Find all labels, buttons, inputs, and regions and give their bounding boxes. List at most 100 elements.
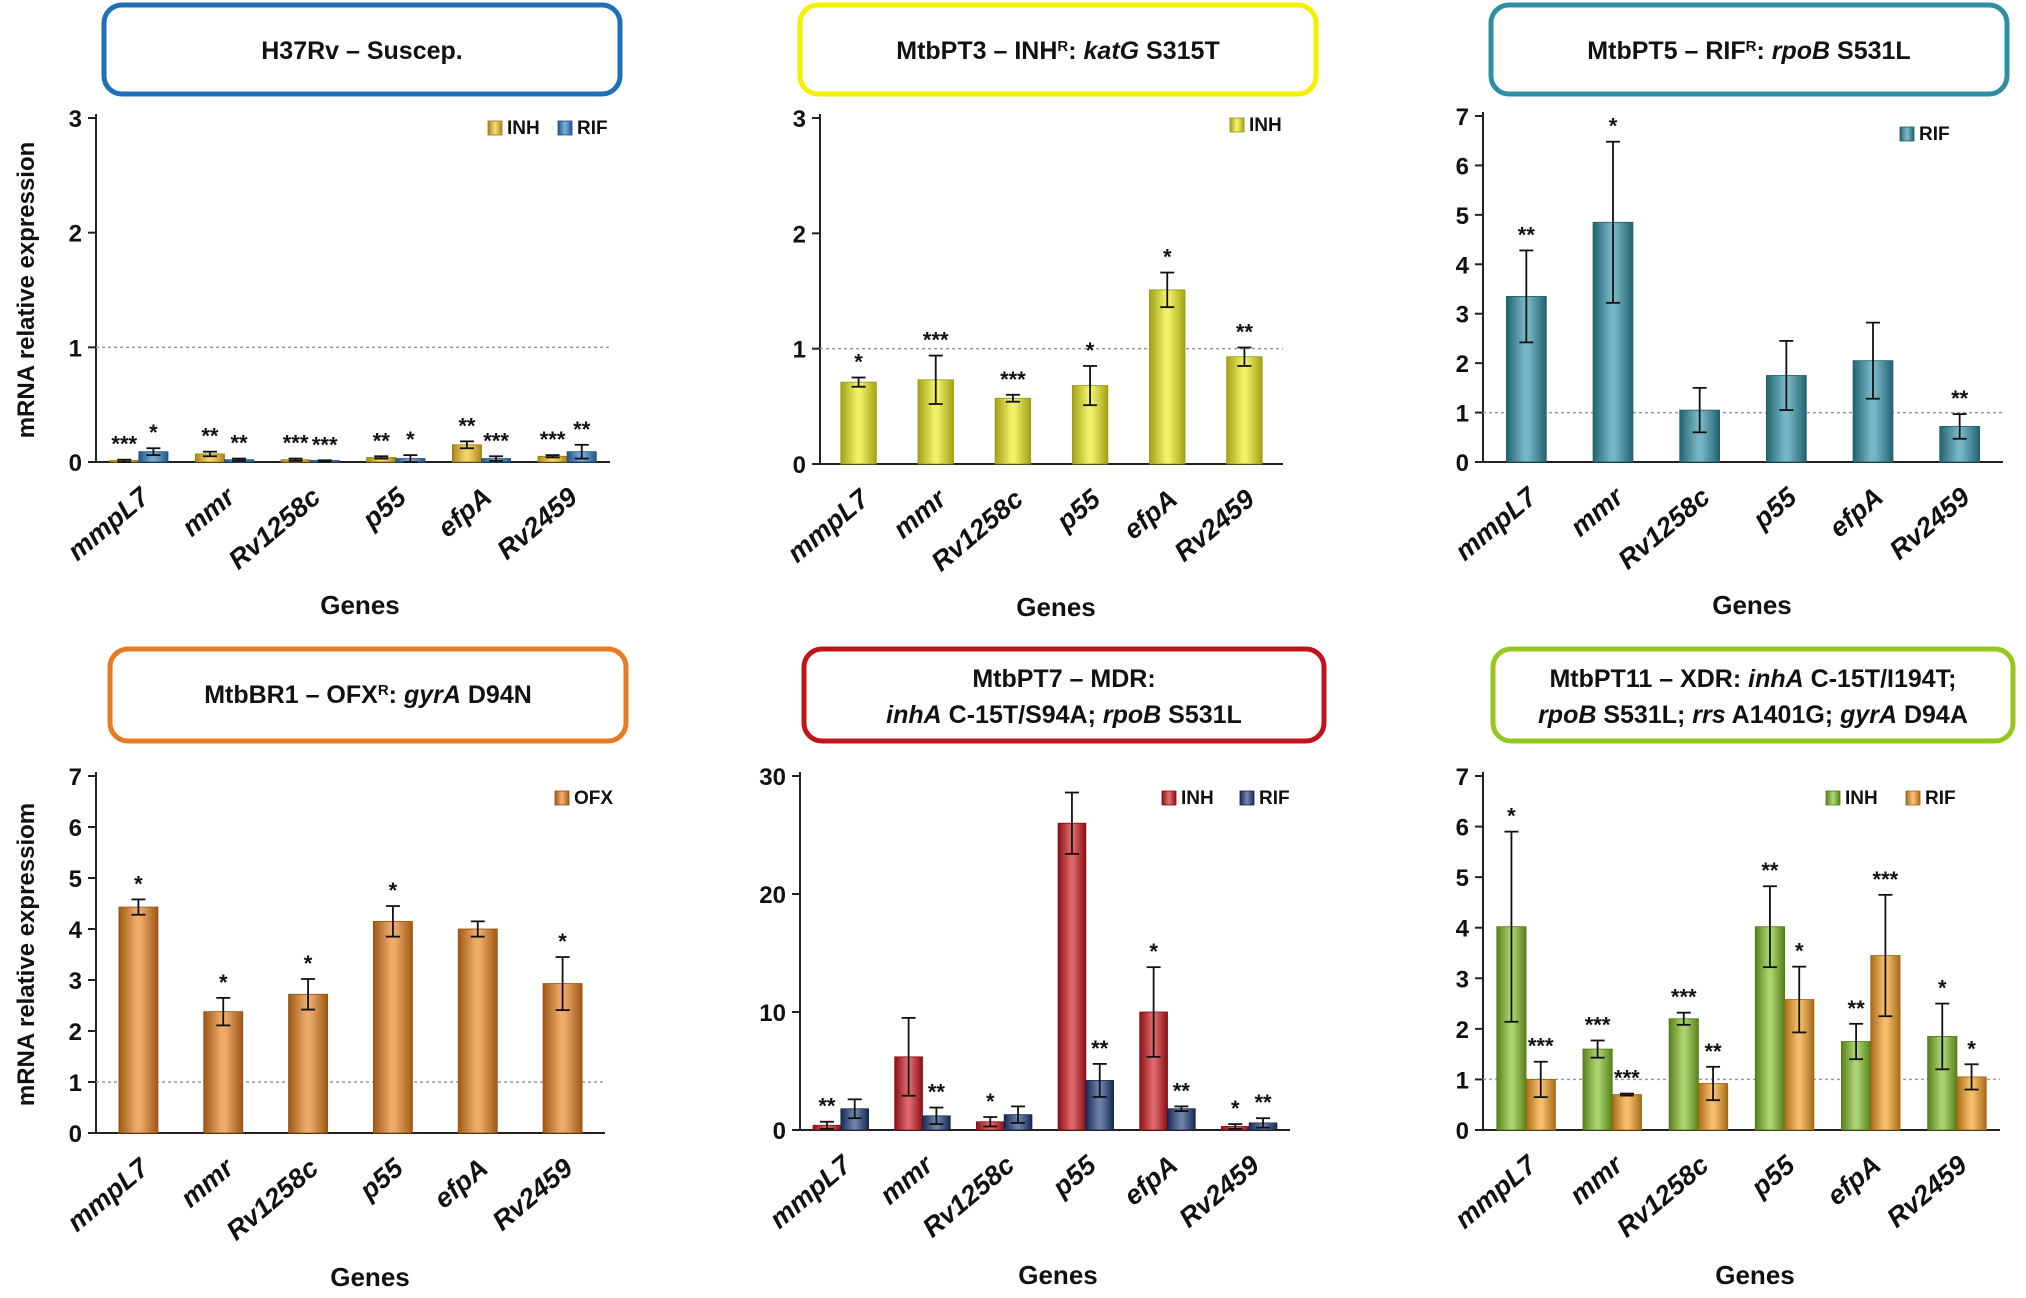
significance-label: ** xyxy=(231,431,249,456)
y-tick-label: 6 xyxy=(1456,815,1469,842)
panel-title-box xyxy=(107,646,629,744)
bar-ofx-mmr xyxy=(203,1011,244,1134)
significance-label: * xyxy=(986,1089,995,1114)
significance-label: * xyxy=(1938,976,1947,1001)
y-tick-label: 30 xyxy=(759,764,786,791)
panel-title: MtbPT3 – INHR: katG S315T xyxy=(896,37,1219,65)
x-tick-label: mmr xyxy=(1564,1149,1629,1211)
x-tick-label: p55 xyxy=(1050,483,1106,537)
legend-label-rif: RIF xyxy=(1919,124,1950,145)
x-tick-label: p55 xyxy=(1046,1149,1102,1203)
x-tick-label: p55 xyxy=(356,481,412,535)
x-tick-label: Rv1258c xyxy=(223,482,326,575)
significance-label: *** xyxy=(1873,867,1899,892)
x-tick-label: Rv2459 xyxy=(1881,1150,1973,1234)
x-tick-label: efpA xyxy=(432,482,497,544)
y-tick-label: 5 xyxy=(1456,203,1469,230)
y-tick-label: 0 xyxy=(69,1121,82,1148)
y-tick-label: 5 xyxy=(69,866,82,893)
significance-label: * xyxy=(1231,1096,1240,1121)
x-tick-label: efpA xyxy=(1821,1150,1886,1212)
panel-title: MtbPT7 – MDR: inhA C-15T/S94A; rpoB S531L xyxy=(886,665,1242,729)
significance-label: *** xyxy=(483,428,509,453)
y-tick-label: 4 xyxy=(1456,252,1470,279)
panel-title: MtbPT5 – RIFR: rpoB S531L xyxy=(1587,37,1910,65)
panel-title: MtbPT11 – XDR: inhA C-15T/I194T; rpoB S53… xyxy=(1538,665,1968,729)
y-tick-label: 2 xyxy=(1456,351,1469,378)
significance-label: *** xyxy=(1528,1034,1554,1059)
significance-label: ** xyxy=(1091,1036,1109,1061)
bar-rif-mmr xyxy=(1611,1094,1642,1131)
panel-title: MtbBR1 – OFXR: gyrA D94N xyxy=(204,681,532,709)
significance-label: ** xyxy=(1236,320,1254,345)
legend-swatch-rif xyxy=(1899,126,1915,142)
legend-label-rif: RIF xyxy=(1259,788,1290,809)
significance-label: * xyxy=(1795,939,1804,964)
y-tick-label: 2 xyxy=(69,221,82,248)
panel-title-box xyxy=(801,646,1327,744)
y-tick-label: 3 xyxy=(69,106,82,133)
significance-label: * xyxy=(1149,939,1158,964)
legend-label-rif: RIF xyxy=(1925,788,1956,809)
significance-label: ** xyxy=(928,1080,946,1105)
y-tick-label: 0 xyxy=(69,450,82,477)
significance-label: *** xyxy=(1585,1012,1611,1037)
y-tick-label: 3 xyxy=(1456,966,1469,993)
significance-label: * xyxy=(304,951,313,976)
significance-label: * xyxy=(1967,1036,1976,1061)
significance-label: ** xyxy=(573,417,591,442)
significance-label: *** xyxy=(1671,985,1697,1010)
significance-label: *** xyxy=(923,328,949,353)
x-tick-label: mmpL7 xyxy=(764,1148,858,1234)
significance-label: * xyxy=(1086,338,1095,363)
x-tick-label: mmr xyxy=(175,1152,240,1214)
x-tick-label: Rv2459 xyxy=(1169,484,1261,568)
panel-title: H37Rv – Suscep. xyxy=(261,37,463,65)
y-tick-label: 2 xyxy=(793,221,806,248)
panel-title-box xyxy=(1488,2,2010,97)
x-tick-label: mmr xyxy=(874,1149,939,1211)
x-tick-label: Rv2459 xyxy=(1173,1150,1265,1234)
y-tick-label: 10 xyxy=(759,1000,786,1027)
y-tick-label: 3 xyxy=(1456,302,1469,329)
y-tick-label: 4 xyxy=(1456,916,1470,943)
x-axis-label: Genes xyxy=(1715,1260,1795,1290)
significance-label: ** xyxy=(201,424,219,449)
significance-label: ** xyxy=(1254,1090,1272,1115)
legend-label-rif: RIF xyxy=(577,118,608,139)
legend-label-ofx: OFX xyxy=(574,788,613,809)
legend-label-inh: INH xyxy=(1181,788,1214,809)
y-tick-label: 3 xyxy=(793,106,806,133)
y-axis-label: mRNA relative expression xyxy=(13,142,40,439)
chart-panel-6: MtbPT11 – XDR: inhA C-15T/I194T; rpoB S53… xyxy=(1449,646,2016,1290)
x-axis-label: Genes xyxy=(1018,1260,1098,1290)
significance-label: * xyxy=(1507,804,1516,829)
y-tick-label: 0 xyxy=(1456,450,1469,477)
x-tick-label: p55 xyxy=(1745,1149,1801,1203)
bar-inh-rv2459 xyxy=(1226,356,1263,465)
significance-label: *** xyxy=(540,427,566,452)
legend-swatch-rif xyxy=(1239,790,1255,806)
y-tick-label: 2 xyxy=(1456,1017,1469,1044)
chart-panel-1: H37Rv – Suscep. 0 1 2 3 mRNA relative express… xyxy=(13,2,623,620)
significance-label: *** xyxy=(111,432,137,457)
bar-inh-mmpl7 xyxy=(840,381,877,465)
bar-ofx-rv1258c xyxy=(288,993,328,1134)
x-tick-label: Rv1258c xyxy=(221,1153,324,1246)
significance-label: * xyxy=(1609,114,1618,139)
legend-swatch-inh xyxy=(1825,790,1841,806)
chart-panel-4: MtbBR1 – OFXR: gyrA D94N 0 1 2 3 4 5 6 7 mRNA rel… xyxy=(13,646,629,1292)
x-tick-label: Rv1258c xyxy=(1612,482,1715,575)
x-tick-label: Rv2459 xyxy=(1884,482,1976,566)
significance-label: * xyxy=(389,878,398,903)
y-tick-label: 5 xyxy=(1456,865,1469,892)
y-axis-label: mRNA relative expressiom xyxy=(13,803,40,1106)
legend-swatch-inh xyxy=(1161,790,1177,806)
bar-inh-p55 xyxy=(1057,822,1087,1131)
panel-title-box xyxy=(101,2,623,97)
x-tick-label: mmr xyxy=(176,481,241,543)
y-tick-label: 1 xyxy=(793,337,806,364)
x-tick-label: Rv2459 xyxy=(491,482,583,566)
significance-label: ** xyxy=(1951,386,1969,411)
